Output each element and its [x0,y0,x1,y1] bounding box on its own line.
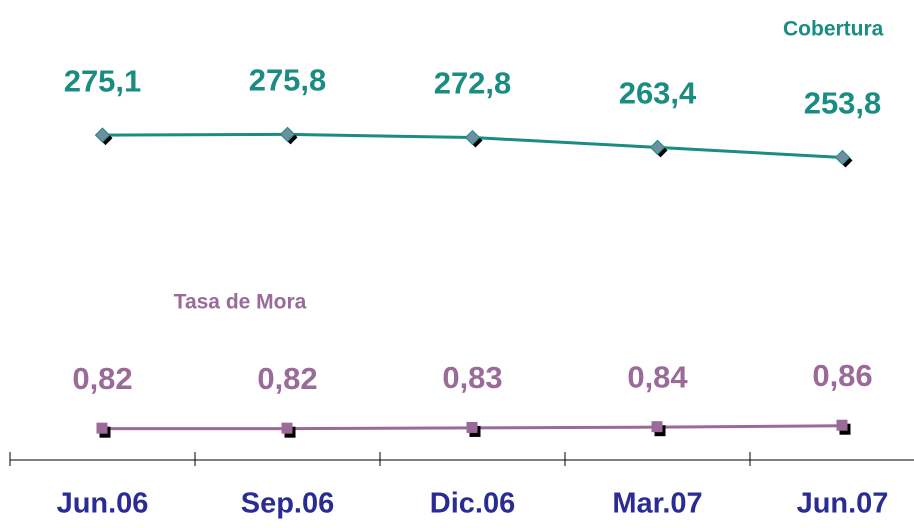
data-label: 275,8 [249,63,327,98]
marker [94,127,111,143]
data-label: 263,4 [619,76,697,111]
data-label: 0,83 [442,360,502,395]
data-label: 272,8 [434,66,512,101]
data-label: 0,82 [72,361,132,396]
marker [836,419,848,431]
series-label: Cobertura [783,18,884,41]
marker [279,126,296,143]
marker [96,422,108,434]
marker [281,422,293,434]
data-label: 0,82 [257,361,317,396]
x-tick-label: Mar.07 [612,488,702,520]
data-label: 0,86 [812,358,872,393]
x-tick-label: Sep.06 [241,488,335,520]
data-label: 275,1 [64,63,142,98]
x-tick-label: Jun.07 [797,488,889,520]
marker [464,129,481,146]
series-label: Tasa de Mora [174,291,307,314]
marker [649,139,666,156]
marker [466,421,478,433]
data-label: 0,84 [627,359,688,394]
marker [834,149,851,166]
x-tick-label: Jun.06 [57,488,149,520]
marker [651,421,663,433]
data-label: 253,8 [804,86,882,121]
x-tick-label: Dic.06 [430,488,515,520]
